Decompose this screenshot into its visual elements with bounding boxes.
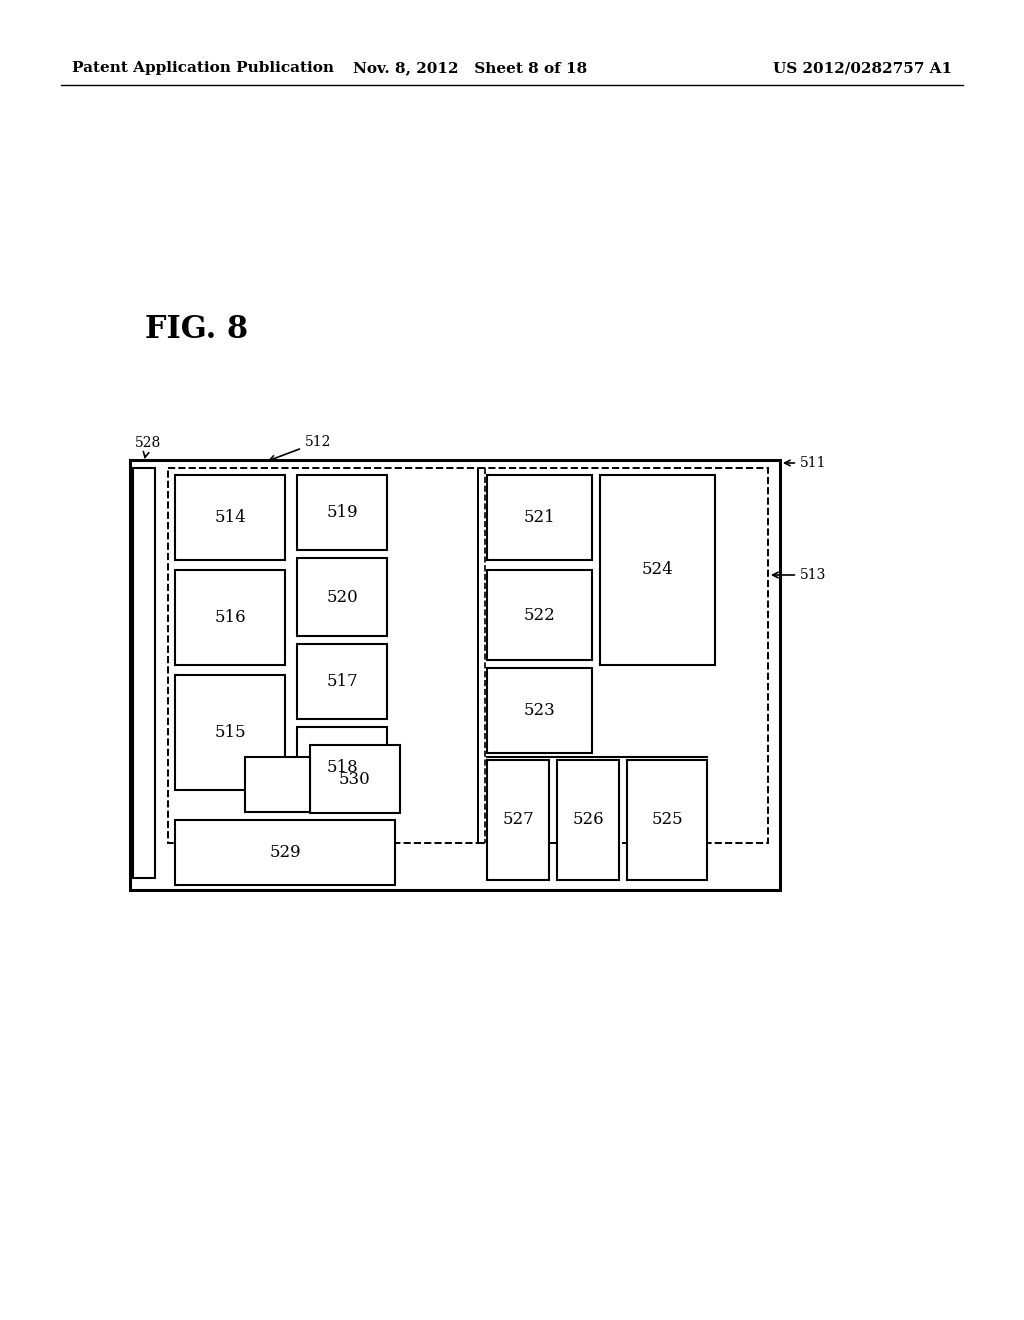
Text: 529: 529 [269, 843, 301, 861]
Text: 519: 519 [327, 504, 357, 521]
Text: FIG. 8: FIG. 8 [145, 314, 248, 346]
Text: 514: 514 [214, 510, 246, 525]
Text: 527: 527 [502, 812, 534, 829]
Text: 522: 522 [523, 606, 555, 623]
Bar [168, 469, 478, 843]
Bar [557, 760, 618, 880]
Text: 526: 526 [572, 812, 604, 829]
Text: US 2012/0282757 A1: US 2012/0282757 A1 [773, 61, 952, 75]
Bar [600, 475, 715, 665]
Text: 523: 523 [523, 702, 555, 719]
Text: 528: 528 [135, 436, 161, 458]
Bar [297, 475, 387, 550]
Bar [487, 475, 592, 560]
Bar [627, 760, 707, 880]
Text: 524: 524 [642, 561, 674, 578]
Text: 515: 515 [214, 723, 246, 741]
Bar [487, 668, 592, 752]
Text: 517: 517 [326, 673, 357, 690]
Bar [175, 820, 395, 884]
Bar [245, 756, 310, 812]
Bar [297, 727, 387, 807]
Text: 520: 520 [326, 589, 357, 606]
Bar [297, 644, 387, 719]
Text: 516: 516 [214, 609, 246, 626]
Bar [175, 475, 285, 560]
Text: 521: 521 [523, 510, 555, 525]
Text: 513: 513 [773, 568, 826, 582]
Bar [487, 570, 592, 660]
Text: 518: 518 [326, 759, 357, 776]
Bar [175, 570, 285, 665]
Text: Nov. 8, 2012   Sheet 8 of 18: Nov. 8, 2012 Sheet 8 of 18 [353, 61, 587, 75]
Bar [133, 469, 155, 878]
Bar [175, 675, 285, 789]
Text: 530: 530 [339, 771, 371, 788]
Text: 525: 525 [651, 812, 683, 829]
Bar [130, 459, 780, 890]
Bar [310, 744, 400, 813]
Bar [487, 760, 549, 880]
Bar [478, 469, 768, 843]
Text: Patent Application Publication: Patent Application Publication [72, 61, 334, 75]
Text: 511: 511 [784, 455, 826, 470]
Text: 512: 512 [269, 436, 331, 461]
Bar [297, 558, 387, 636]
